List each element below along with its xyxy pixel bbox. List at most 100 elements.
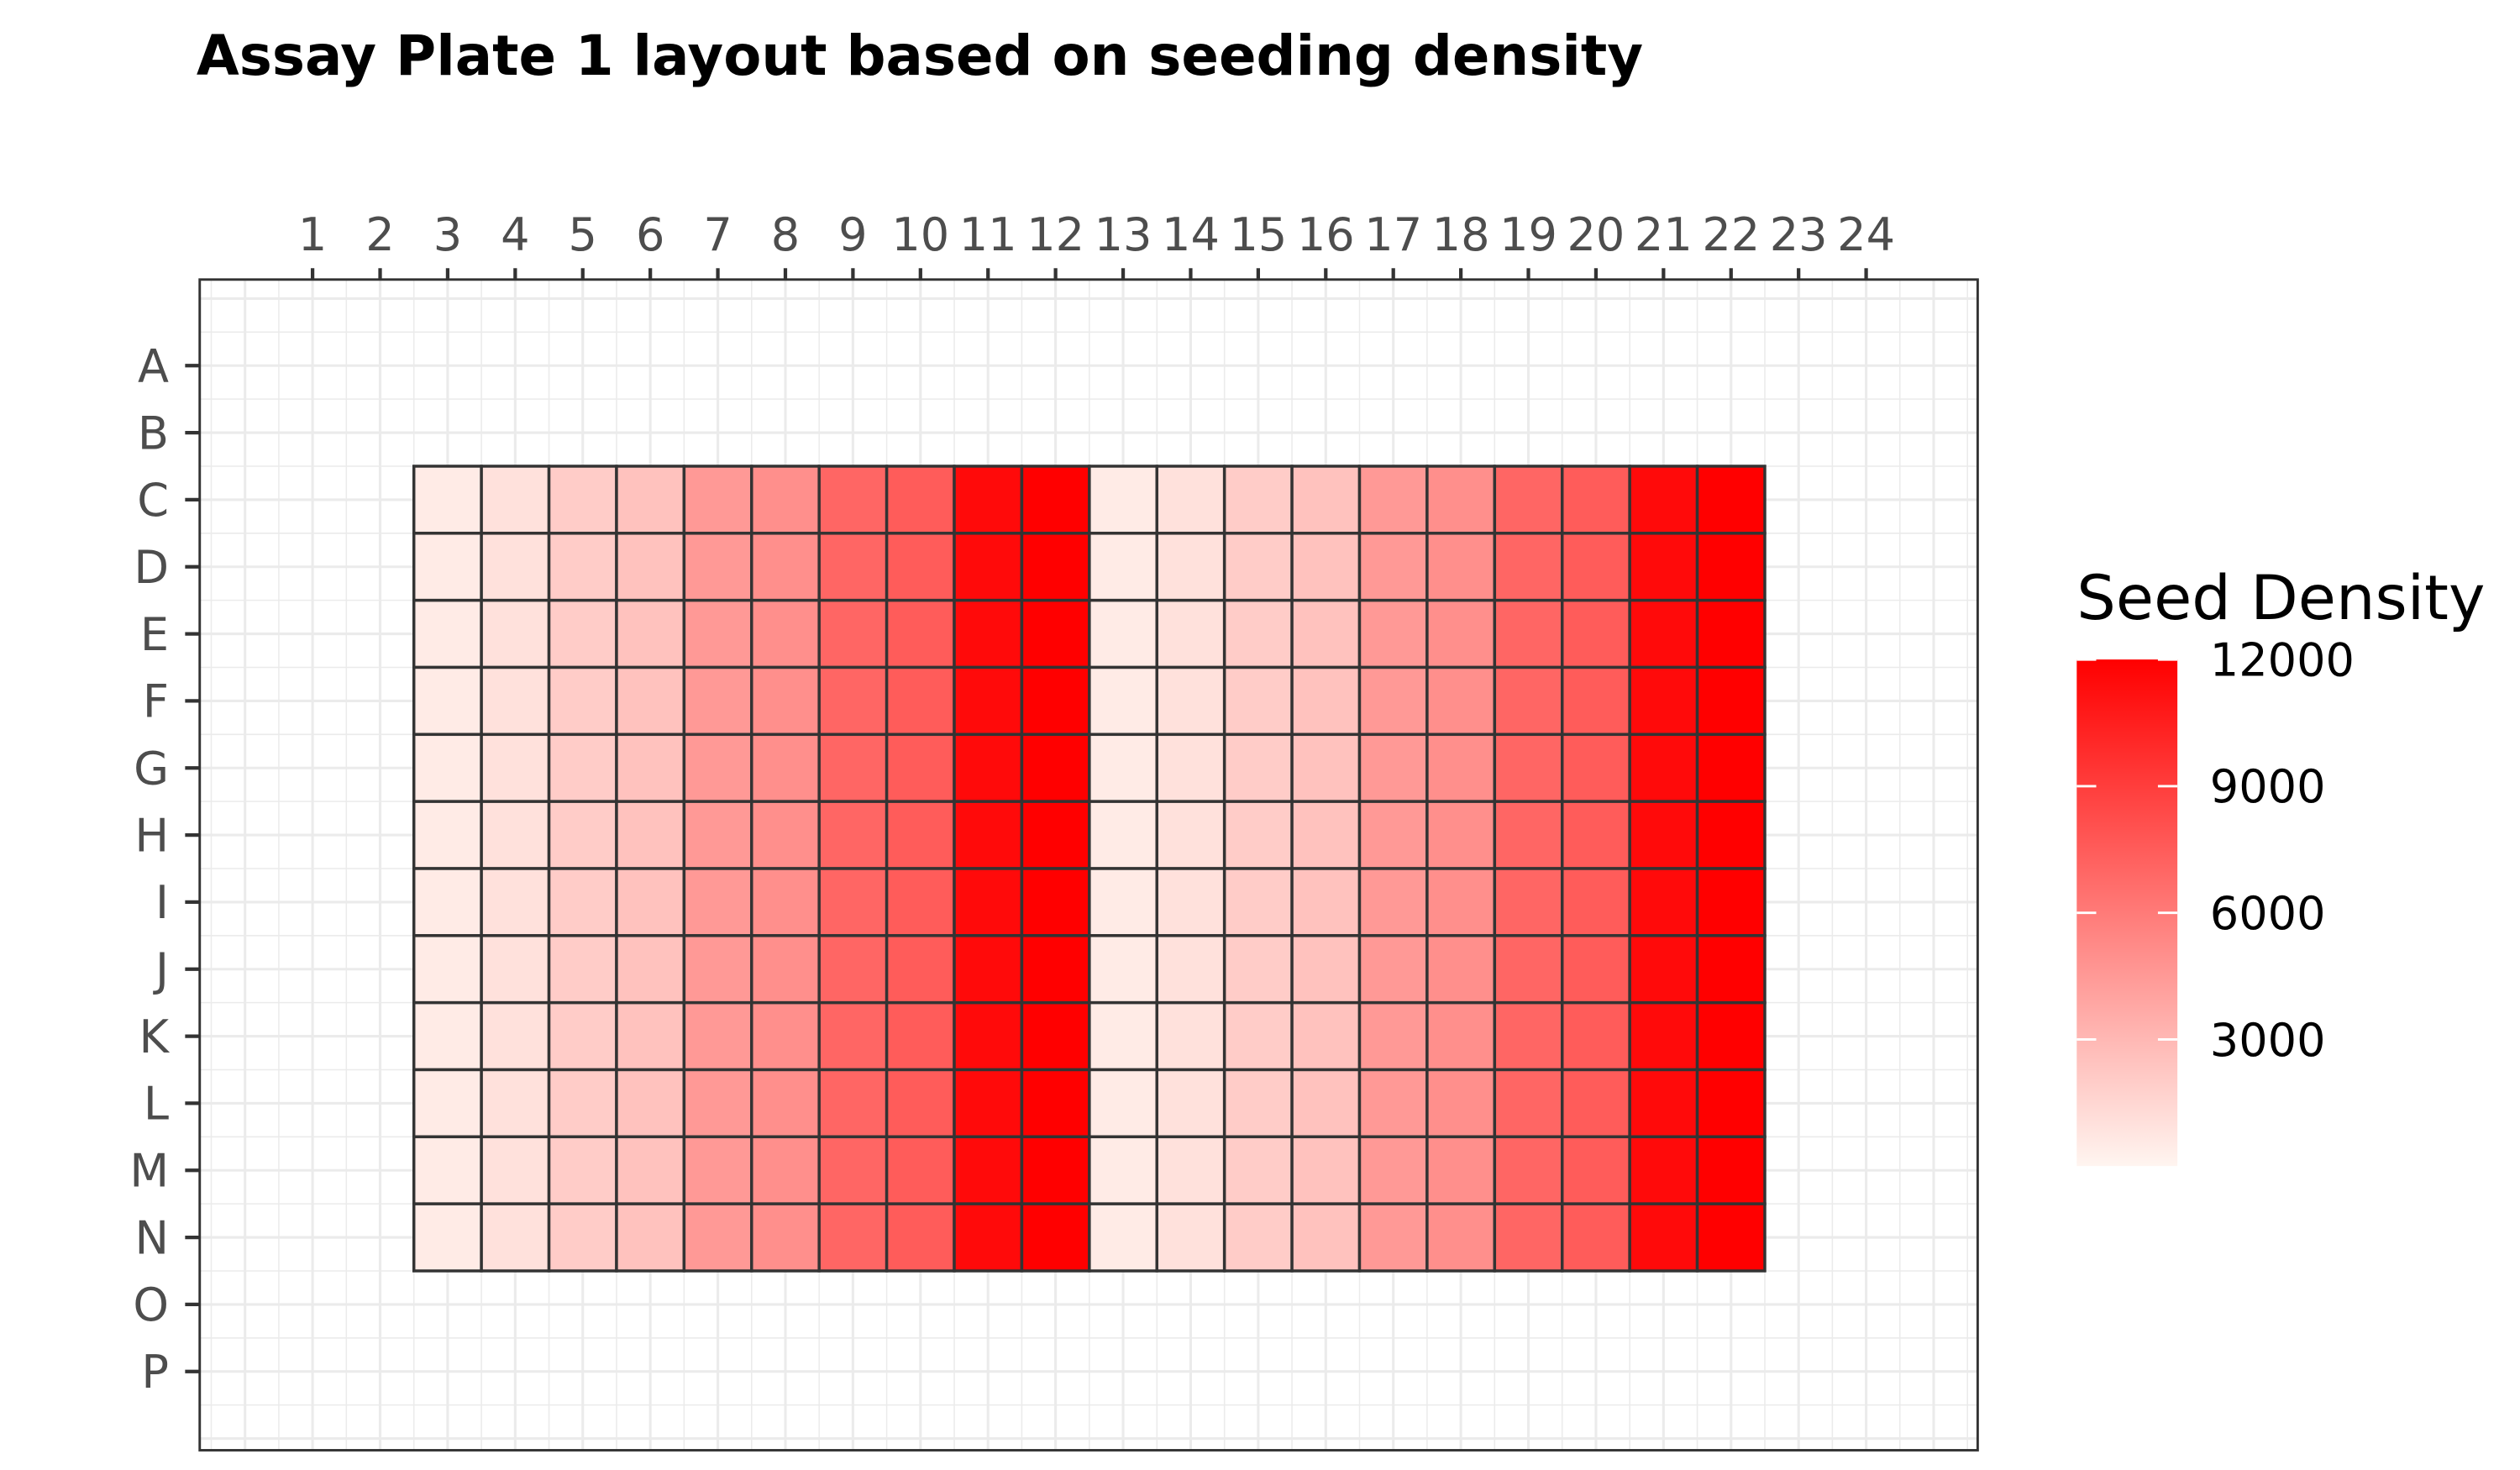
well-tile-I22 bbox=[1695, 867, 1767, 937]
well-tile-F17 bbox=[1357, 665, 1429, 737]
well-tile-D7 bbox=[682, 532, 753, 602]
well-tile-J21 bbox=[1628, 934, 1699, 1005]
x-tick-label: 22 bbox=[1702, 208, 1760, 261]
well-tile-K15 bbox=[1222, 1000, 1294, 1072]
well-tile-L5 bbox=[547, 1068, 618, 1139]
well-tile-K20 bbox=[1560, 1000, 1631, 1072]
y-tick-label: L bbox=[144, 1078, 169, 1131]
well-tile-G8 bbox=[750, 732, 821, 803]
well-tile-M17 bbox=[1357, 1135, 1429, 1205]
well-tile-C7 bbox=[682, 465, 753, 535]
well-tile-C14 bbox=[1155, 465, 1226, 535]
well-tile-D19 bbox=[1493, 532, 1564, 602]
well-tile-G11 bbox=[953, 732, 1024, 803]
y-tick-label: D bbox=[134, 541, 169, 594]
x-tick-label: 11 bbox=[959, 208, 1017, 261]
well-tile-J20 bbox=[1560, 934, 1631, 1005]
x-tick-label: 24 bbox=[1837, 208, 1895, 261]
well-tile-G15 bbox=[1222, 732, 1294, 803]
well-tile-F9 bbox=[817, 665, 889, 737]
well-tile-M13 bbox=[1088, 1135, 1158, 1205]
well-tile-M3 bbox=[412, 1135, 483, 1205]
well-tile-G13 bbox=[1088, 732, 1158, 803]
well-tile-K4 bbox=[480, 1000, 551, 1072]
y-tick-label: F bbox=[143, 675, 169, 728]
well-tile-F20 bbox=[1560, 665, 1631, 737]
well-tile-M7 bbox=[682, 1135, 753, 1205]
well-tile-K5 bbox=[547, 1000, 618, 1072]
well-tile-J13 bbox=[1088, 934, 1158, 1005]
well-tile-L6 bbox=[615, 1068, 686, 1139]
well-tile-F18 bbox=[1425, 665, 1497, 737]
well-tile-E21 bbox=[1628, 598, 1699, 669]
well-tile-K3 bbox=[412, 1000, 483, 1072]
well-tile-L4 bbox=[480, 1068, 551, 1139]
well-tile-L17 bbox=[1357, 1068, 1429, 1139]
well-tile-C4 bbox=[480, 465, 551, 535]
well-tile-J10 bbox=[885, 934, 956, 1005]
well-tile-H10 bbox=[885, 800, 956, 870]
y-tick-label: G bbox=[134, 743, 169, 795]
well-tile-J7 bbox=[682, 934, 753, 1005]
well-tile-J8 bbox=[750, 934, 821, 1005]
well-tile-M11 bbox=[953, 1135, 1024, 1205]
well-tile-E14 bbox=[1155, 598, 1226, 669]
well-tile-G21 bbox=[1628, 732, 1699, 803]
x-tick-label: 1 bbox=[298, 208, 327, 261]
well-tile-N20 bbox=[1560, 1202, 1631, 1273]
well-tile-F10 bbox=[885, 665, 956, 737]
x-tick-label: 14 bbox=[1162, 208, 1220, 261]
well-tile-F5 bbox=[547, 665, 618, 737]
well-tile-G17 bbox=[1357, 732, 1429, 803]
well-tile-N10 bbox=[885, 1202, 956, 1273]
well-tile-D16 bbox=[1290, 532, 1362, 602]
well-tile-H16 bbox=[1290, 800, 1362, 870]
legend-tick-label: 3000 bbox=[2210, 1014, 2326, 1067]
well-tile-G20 bbox=[1560, 732, 1631, 803]
well-tile-I17 bbox=[1357, 867, 1429, 937]
well-tile-G5 bbox=[547, 732, 618, 803]
well-tile-I15 bbox=[1222, 867, 1294, 937]
well-tile-H4 bbox=[480, 800, 551, 870]
well-tile-N6 bbox=[615, 1202, 686, 1273]
well-tile-L10 bbox=[885, 1068, 956, 1139]
y-tick-label: A bbox=[138, 340, 169, 393]
well-tile-K9 bbox=[817, 1000, 889, 1072]
well-tile-M9 bbox=[817, 1135, 889, 1205]
y-tick-label: M bbox=[129, 1145, 169, 1198]
well-tile-L15 bbox=[1222, 1068, 1294, 1139]
well-tile-L12 bbox=[1020, 1068, 1091, 1139]
x-tick-label: 18 bbox=[1432, 208, 1490, 261]
well-tile-J15 bbox=[1222, 934, 1294, 1005]
well-tile-I5 bbox=[547, 867, 618, 937]
well-tile-I7 bbox=[682, 867, 753, 937]
well-tile-D10 bbox=[885, 532, 956, 602]
well-tile-M5 bbox=[547, 1135, 618, 1205]
plate-wells bbox=[198, 278, 1979, 1452]
x-tick-label: 20 bbox=[1567, 208, 1625, 261]
well-tile-F4 bbox=[480, 665, 551, 737]
well-tile-J16 bbox=[1290, 934, 1362, 1005]
well-tile-N11 bbox=[953, 1202, 1024, 1273]
well-tile-E22 bbox=[1695, 598, 1767, 669]
well-tile-C16 bbox=[1290, 465, 1362, 535]
well-tile-M20 bbox=[1560, 1135, 1631, 1205]
well-tile-I6 bbox=[615, 867, 686, 937]
well-tile-D9 bbox=[817, 532, 889, 602]
well-tile-I9 bbox=[817, 867, 889, 937]
well-tile-L22 bbox=[1695, 1068, 1767, 1139]
well-tile-I8 bbox=[750, 867, 821, 937]
well-tile-H9 bbox=[817, 800, 889, 870]
well-tile-G12 bbox=[1020, 732, 1091, 803]
legend-tick-label: 9000 bbox=[2210, 760, 2326, 813]
well-tile-K8 bbox=[750, 1000, 821, 1072]
x-tick-label: 16 bbox=[1297, 208, 1355, 261]
well-tile-F6 bbox=[615, 665, 686, 737]
well-tile-N15 bbox=[1222, 1202, 1294, 1273]
well-tile-M8 bbox=[750, 1135, 821, 1205]
well-tile-N19 bbox=[1493, 1202, 1564, 1273]
well-tile-E8 bbox=[750, 598, 821, 669]
well-tile-I20 bbox=[1560, 867, 1631, 937]
well-tile-G3 bbox=[412, 732, 483, 803]
